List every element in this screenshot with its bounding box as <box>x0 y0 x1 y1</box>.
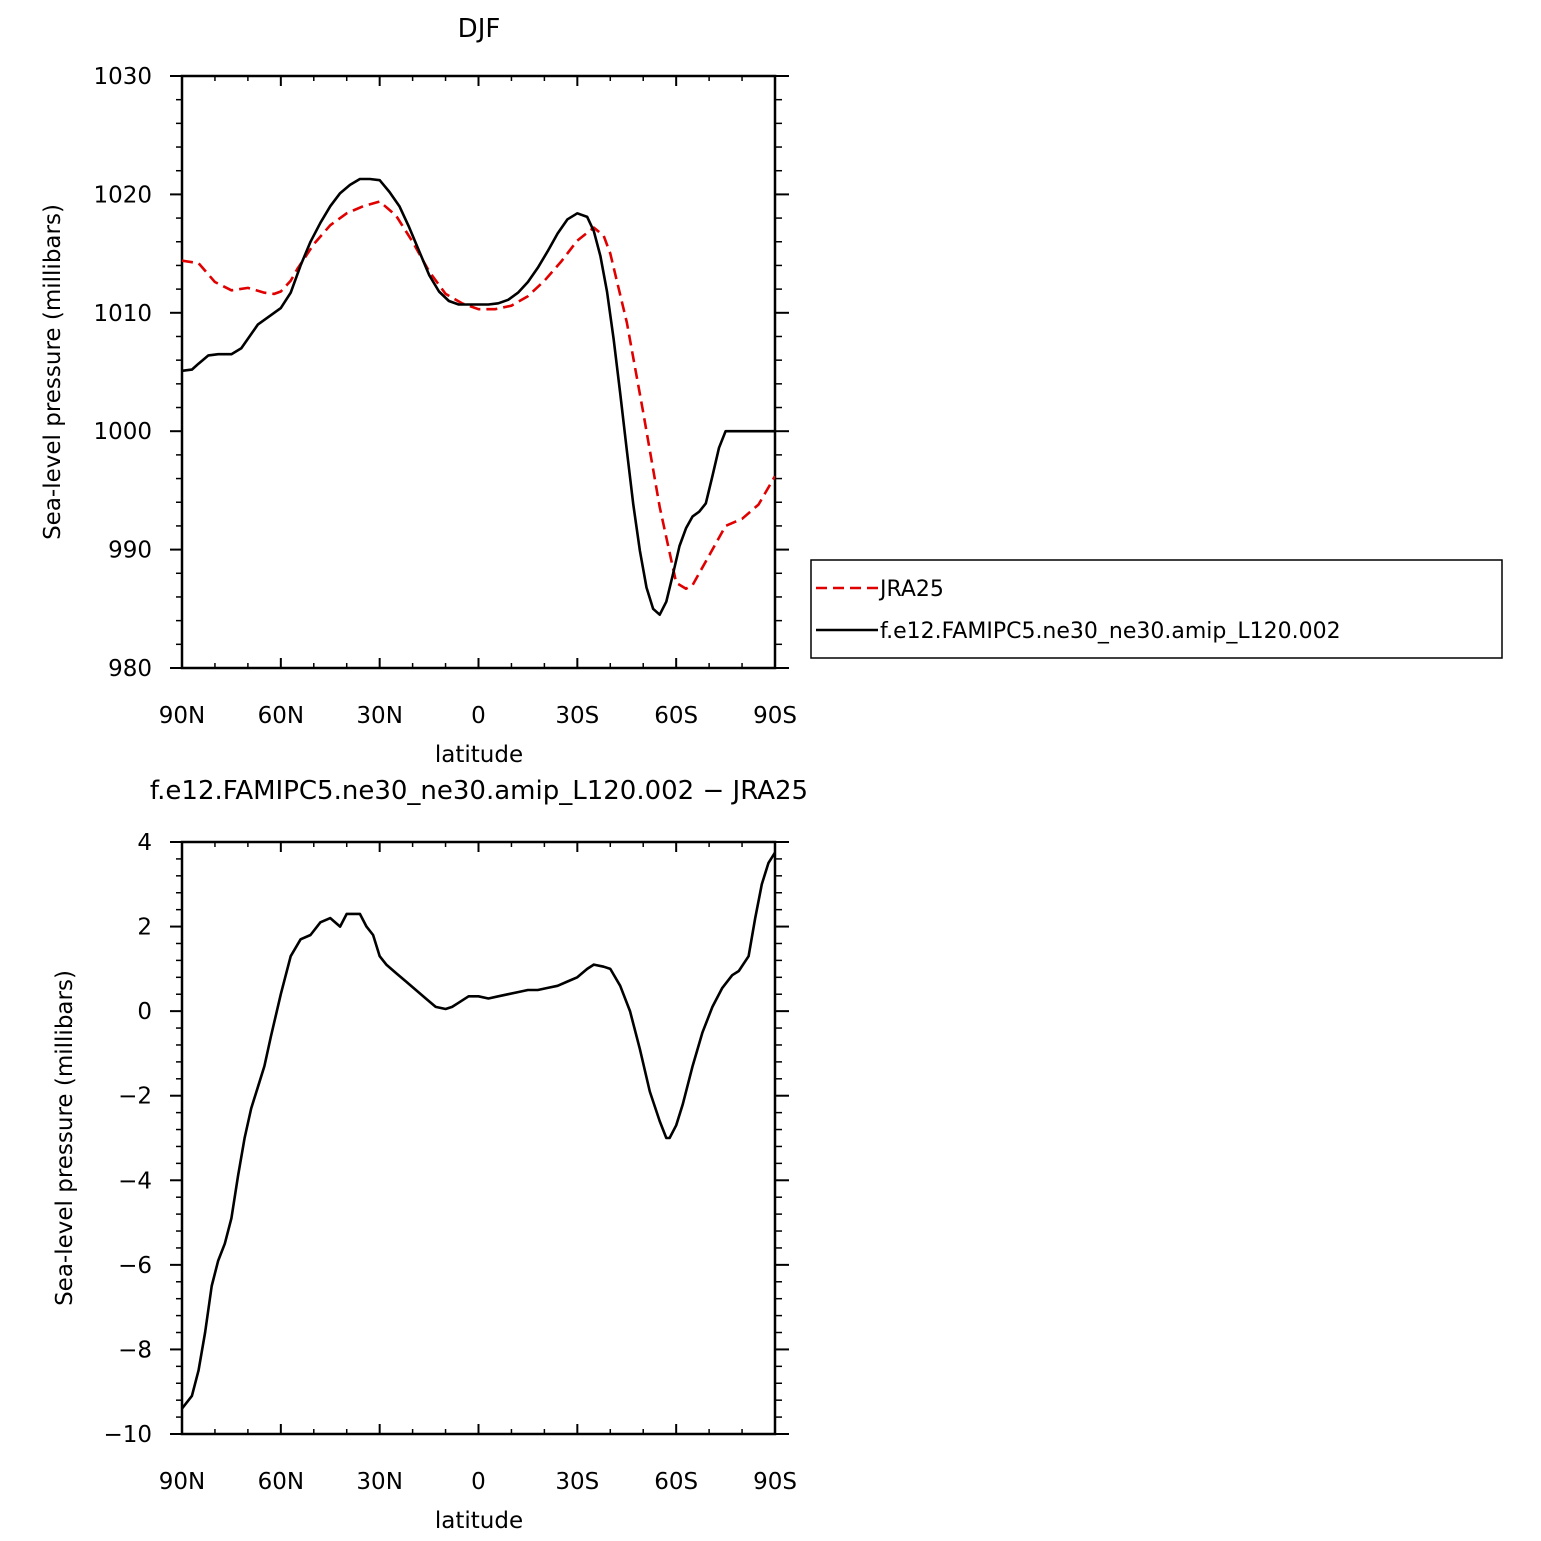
bottom-xtick-label: 0 <box>471 1469 486 1495</box>
legend-label-model: f.e12.FAMIPC5.ne30_ne30.amip_L120.002 <box>880 619 1341 644</box>
top-xtick-label: 90N <box>159 703 205 729</box>
legend: JRA25 f.e12.FAMIPC5.ne30_ne30.amip_L120.… <box>810 559 1503 659</box>
top-series-line-1 <box>182 177 775 617</box>
top-ytick-label: 1000 <box>93 419 152 445</box>
top-panel-xlabel: latitude <box>435 742 523 768</box>
bottom-xtick-label: 90S <box>753 1469 797 1495</box>
top-ytick-label: 990 <box>108 538 152 564</box>
bottom-xtick-label: 30S <box>555 1469 599 1495</box>
bottom-panel-title: f.e12.FAMIPC5.ne30_ne30.amip_L120.002 − … <box>150 776 808 806</box>
bottom-ytick-label: 2 <box>137 915 152 941</box>
bottom-ytick-label: −4 <box>118 1168 152 1194</box>
top-ytick-label: 980 <box>108 656 152 682</box>
top-xtick-label: 60N <box>258 703 304 729</box>
top-panel-title: DJF <box>458 14 501 44</box>
top-xtick-label: 30S <box>555 703 599 729</box>
bottom-panel: f.e12.FAMIPC5.ne30_ne30.amip_L120.002 − … <box>52 776 808 1534</box>
top-panel-series <box>182 177 775 617</box>
bottom-panel-series <box>182 851 775 1410</box>
bottom-ytick-label: 4 <box>137 830 152 856</box>
top-panel: DJF 90N 60N 30N 0 30S 60S 90S 980 990 1000 1010 102… <box>40 14 797 768</box>
top-panel-frame <box>180 74 777 670</box>
top-ytick-label: 1030 <box>93 64 152 90</box>
top-ytick-label: 1010 <box>93 301 152 327</box>
top-panel-ylabel: Sea-level pressure (millibars) <box>40 204 66 540</box>
bottom-xtick-label: 30N <box>356 1469 402 1495</box>
bottom-ytick-label: −6 <box>118 1253 152 1279</box>
bottom-series-line-0 <box>182 851 775 1410</box>
top-panel-ticks: 90N 60N 30N 0 30S 60S 90S 980 990 1000 1010 1020 103… <box>93 64 796 729</box>
bottom-ytick-label: −10 <box>103 1422 152 1448</box>
top-series-line-0 <box>182 200 775 591</box>
top-xtick-label: 60S <box>654 703 698 729</box>
top-xtick-label: 30N <box>356 703 402 729</box>
legend-box <box>810 559 1503 659</box>
top-xtick-label: 90S <box>753 703 797 729</box>
bottom-ytick-label: −2 <box>118 1084 152 1110</box>
bottom-xtick-label: 90N <box>159 1469 205 1495</box>
legend-label-jra25: JRA25 <box>878 577 944 602</box>
bottom-xtick-label: 60S <box>654 1469 698 1495</box>
bottom-xtick-label: 60N <box>258 1469 304 1495</box>
top-xtick-label: 0 <box>471 703 486 729</box>
bottom-panel-xlabel: latitude <box>435 1508 523 1534</box>
bottom-ytick-label: −8 <box>118 1337 152 1363</box>
bottom-ytick-label: 0 <box>137 999 152 1025</box>
top-ytick-label: 1020 <box>93 182 152 208</box>
bottom-panel-frame <box>180 840 777 1436</box>
bottom-panel-ticks: 90N 60N 30N 0 30S 60S 90S −10 −8 −6 −4 −2 0 2 4 <box>103 830 796 1495</box>
bottom-panel-ylabel: Sea-level pressure (millibars) <box>52 970 78 1306</box>
